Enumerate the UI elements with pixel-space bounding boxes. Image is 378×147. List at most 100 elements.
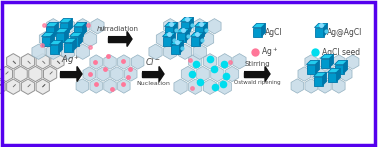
Polygon shape <box>170 45 180 54</box>
Polygon shape <box>83 67 96 81</box>
Text: hν: hν <box>97 26 105 32</box>
Polygon shape <box>178 19 192 34</box>
Polygon shape <box>29 66 42 82</box>
Polygon shape <box>50 40 62 45</box>
Polygon shape <box>200 31 214 47</box>
Polygon shape <box>307 65 316 74</box>
Polygon shape <box>181 21 189 30</box>
Polygon shape <box>64 39 77 42</box>
Polygon shape <box>305 79 318 93</box>
Polygon shape <box>324 24 328 36</box>
Polygon shape <box>76 19 89 34</box>
Polygon shape <box>253 27 262 36</box>
Polygon shape <box>335 65 344 74</box>
Polygon shape <box>196 66 209 82</box>
Polygon shape <box>73 39 77 51</box>
Polygon shape <box>50 45 59 54</box>
Polygon shape <box>291 79 304 93</box>
Polygon shape <box>159 66 164 81</box>
Polygon shape <box>7 79 20 94</box>
Polygon shape <box>313 76 322 86</box>
Polygon shape <box>56 29 68 32</box>
Polygon shape <box>91 19 104 34</box>
Polygon shape <box>203 79 217 94</box>
Polygon shape <box>344 60 347 74</box>
Polygon shape <box>73 22 87 26</box>
Polygon shape <box>265 66 270 81</box>
Polygon shape <box>104 79 116 93</box>
Polygon shape <box>156 31 170 47</box>
Polygon shape <box>164 22 178 26</box>
Polygon shape <box>22 79 35 94</box>
Polygon shape <box>76 44 89 59</box>
Polygon shape <box>335 60 347 65</box>
Polygon shape <box>90 55 102 69</box>
Polygon shape <box>244 71 265 76</box>
Polygon shape <box>339 67 352 81</box>
Polygon shape <box>314 27 324 36</box>
Polygon shape <box>108 36 127 41</box>
Polygon shape <box>174 79 187 94</box>
Polygon shape <box>68 19 73 31</box>
Polygon shape <box>327 69 341 72</box>
Polygon shape <box>211 66 224 82</box>
Polygon shape <box>186 31 199 47</box>
Polygon shape <box>56 32 65 41</box>
Polygon shape <box>225 66 239 82</box>
Polygon shape <box>36 79 50 94</box>
Polygon shape <box>77 66 82 81</box>
Polygon shape <box>319 55 331 69</box>
Polygon shape <box>7 54 20 69</box>
Polygon shape <box>193 44 206 59</box>
Polygon shape <box>164 26 174 35</box>
Polygon shape <box>314 24 328 27</box>
Text: AgCl: AgCl <box>265 27 283 36</box>
Polygon shape <box>90 79 102 93</box>
Polygon shape <box>59 22 68 31</box>
Polygon shape <box>60 71 77 76</box>
Polygon shape <box>59 19 73 22</box>
Polygon shape <box>218 79 231 94</box>
Polygon shape <box>319 79 331 93</box>
Polygon shape <box>0 79 5 94</box>
Polygon shape <box>313 72 327 76</box>
Text: Ag$^+$: Ag$^+$ <box>62 53 81 67</box>
Polygon shape <box>76 79 88 93</box>
Polygon shape <box>327 72 336 81</box>
Polygon shape <box>189 79 202 94</box>
Polygon shape <box>111 67 123 81</box>
Polygon shape <box>118 79 130 93</box>
Polygon shape <box>186 29 189 41</box>
Polygon shape <box>69 31 82 47</box>
Polygon shape <box>177 32 186 41</box>
Polygon shape <box>316 60 319 74</box>
Polygon shape <box>14 66 27 82</box>
Text: Ag$^+$: Ag$^+$ <box>261 45 278 59</box>
Polygon shape <box>39 31 53 47</box>
Polygon shape <box>54 22 59 35</box>
Polygon shape <box>104 55 116 69</box>
Polygon shape <box>42 36 51 46</box>
Polygon shape <box>218 54 231 69</box>
Polygon shape <box>82 22 87 35</box>
Polygon shape <box>333 55 345 69</box>
Polygon shape <box>45 22 59 26</box>
Polygon shape <box>336 69 341 81</box>
Polygon shape <box>163 36 172 46</box>
Polygon shape <box>191 32 203 36</box>
Polygon shape <box>84 31 97 47</box>
Polygon shape <box>127 31 132 46</box>
Polygon shape <box>253 24 266 27</box>
Polygon shape <box>51 32 54 46</box>
Polygon shape <box>64 42 73 51</box>
Text: Ostwald ripening: Ostwald ripening <box>234 80 280 85</box>
Text: AgCl seed: AgCl seed <box>322 47 360 56</box>
Polygon shape <box>45 26 54 35</box>
Polygon shape <box>195 22 208 26</box>
Polygon shape <box>330 54 333 67</box>
Polygon shape <box>262 24 266 36</box>
Polygon shape <box>321 59 330 67</box>
Polygon shape <box>322 72 327 86</box>
Polygon shape <box>321 54 333 59</box>
Polygon shape <box>51 54 64 69</box>
